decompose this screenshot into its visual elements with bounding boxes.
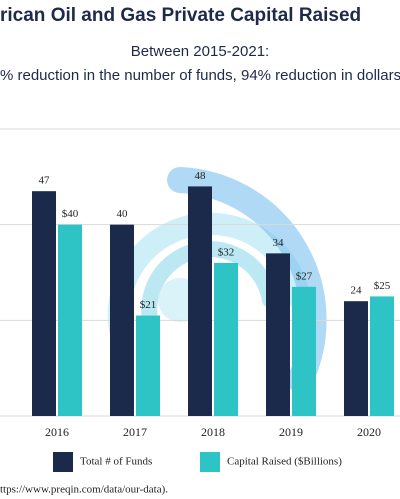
bar (110, 224, 134, 416)
bar (292, 286, 316, 416)
value-label: $27 (296, 270, 313, 282)
legend-label: Capital Raised ($Billions) (227, 456, 342, 468)
bar (188, 186, 212, 416)
bar (136, 315, 160, 416)
legend-swatch (200, 452, 220, 472)
x-tick-label: 2018 (201, 425, 225, 439)
value-label: $21 (140, 299, 157, 311)
bar (58, 224, 82, 416)
x-tick-label: 2019 (279, 425, 303, 439)
bar (32, 191, 56, 416)
value-label: 47 (39, 175, 51, 187)
source-note: ttps://www.preqin.com/data/our-data). (0, 484, 168, 496)
bar (344, 301, 368, 416)
chart-subtitle: Between 2015-2021: (131, 43, 269, 60)
value-label: 24 (351, 285, 363, 297)
chart-subtitle: % reduction in the number of funds, 94% … (0, 67, 400, 84)
legend-label: Total # of Funds (80, 456, 152, 468)
x-tick-label: 2020 (357, 425, 381, 439)
bar (214, 262, 238, 416)
value-label: $40 (62, 208, 79, 220)
x-tick-label: 2016 (45, 425, 69, 439)
chart-title: rican Oil and Gas Private Capital Raised (0, 5, 361, 26)
legend-swatch (53, 452, 73, 472)
bar (370, 296, 394, 416)
x-tick-label: 2017 (123, 425, 147, 439)
value-label: $32 (218, 246, 235, 258)
bar (266, 253, 290, 416)
value-label: $25 (374, 280, 391, 292)
value-label: 34 (273, 237, 285, 249)
value-label: 48 (195, 170, 207, 182)
value-label: 40 (117, 208, 129, 220)
